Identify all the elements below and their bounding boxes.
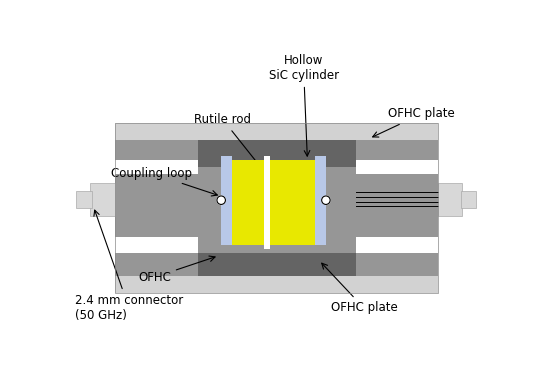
Bar [198,140,356,167]
Bar [232,160,315,245]
Text: OFHC plate: OFHC plate [372,107,455,137]
Bar [115,160,198,174]
Text: Hollow
SiC cylinder: Hollow SiC cylinder [268,54,338,156]
Text: OFHC plate: OFHC plate [322,263,397,315]
Bar [91,183,115,216]
Bar [115,123,438,293]
Bar [115,140,438,276]
Bar [115,123,438,293]
Text: Coupling loop: Coupling loop [111,167,217,196]
Bar [115,123,438,140]
Text: OFHC: OFHC [138,256,215,284]
Bar [315,156,326,245]
Bar [356,160,438,174]
Bar [438,183,462,216]
Text: Rutile rod: Rutile rod [194,113,265,172]
Bar [198,253,356,276]
Bar [461,191,476,208]
Bar [264,156,271,249]
Bar [115,276,438,293]
Bar [356,237,438,253]
Bar [115,237,198,253]
Circle shape [322,196,330,204]
Bar [77,191,92,208]
Text: 2.4 mm connector
(50 GHz): 2.4 mm connector (50 GHz) [75,210,183,322]
Circle shape [217,196,225,204]
Bar [221,156,232,245]
